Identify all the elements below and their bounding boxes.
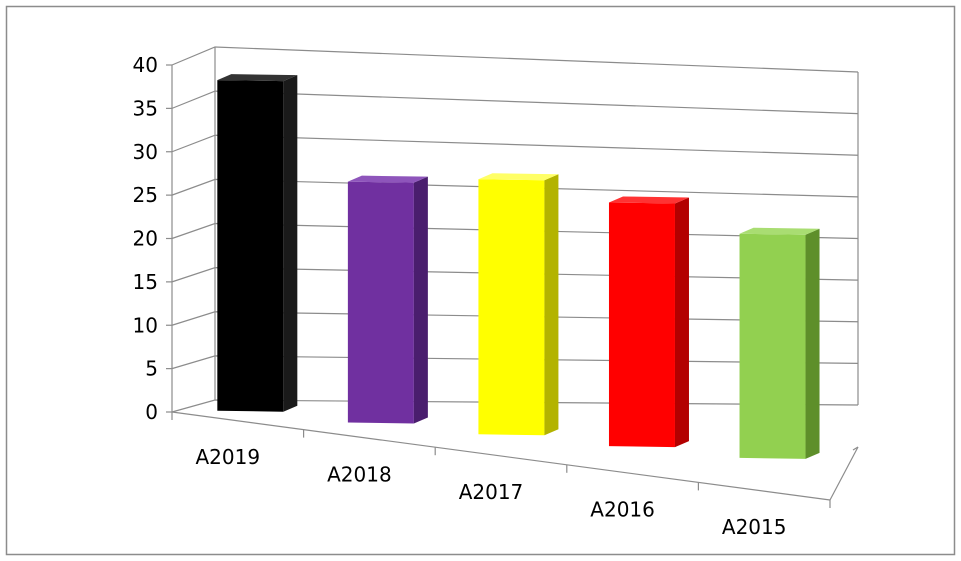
bar-top — [347, 175, 428, 183]
bar-top — [739, 227, 820, 235]
x-tick-label: A2015 — [722, 515, 787, 539]
x-tick-label: A2016 — [590, 498, 655, 522]
bar-A2019 — [217, 74, 298, 412]
bar-top — [217, 74, 298, 82]
floor-right-edge-upper — [852, 446, 859, 451]
bar-A2017 — [478, 173, 559, 436]
y-tick-label: 5 — [145, 357, 158, 381]
bar-A2015 — [739, 227, 820, 459]
floor-right-edge — [829, 446, 859, 501]
y-tick-label: 30 — [133, 140, 158, 164]
bar-side — [805, 228, 820, 459]
bars — [217, 74, 820, 459]
y-tick-label: 0 — [145, 400, 158, 424]
bar-front — [478, 179, 545, 436]
bar-side — [674, 197, 689, 448]
y-tick-label: 40 — [133, 53, 158, 77]
bar-top — [608, 196, 689, 204]
axes — [171, 47, 859, 508]
bar-front — [608, 202, 675, 448]
bar-top — [478, 173, 559, 181]
y-tick-label: 35 — [133, 96, 158, 120]
y-axis-ticks: 0 5 10 15 20 25 30 35 40 — [133, 53, 172, 424]
bar-side — [413, 176, 428, 424]
bar-side — [544, 174, 559, 436]
y-tick-label: 10 — [133, 313, 158, 337]
bar-side — [283, 75, 298, 412]
y-tick-label: 15 — [133, 270, 158, 294]
x-tick-label: A2018 — [327, 462, 392, 486]
bar-A2018 — [347, 175, 428, 424]
bar-front — [347, 181, 414, 424]
bar-front — [739, 233, 806, 459]
bar-front — [217, 80, 284, 412]
x-tick-label: A2019 — [196, 445, 261, 469]
x-axis-labels: A2019 A2018 A2017 A2016 A2015 — [196, 445, 787, 539]
bar-A2016 — [608, 196, 689, 448]
x-axis-line — [171, 411, 831, 501]
x-tick-label: A2017 — [459, 480, 524, 504]
y-tick-label: 25 — [133, 183, 158, 207]
y-tick-label: 20 — [133, 227, 158, 251]
